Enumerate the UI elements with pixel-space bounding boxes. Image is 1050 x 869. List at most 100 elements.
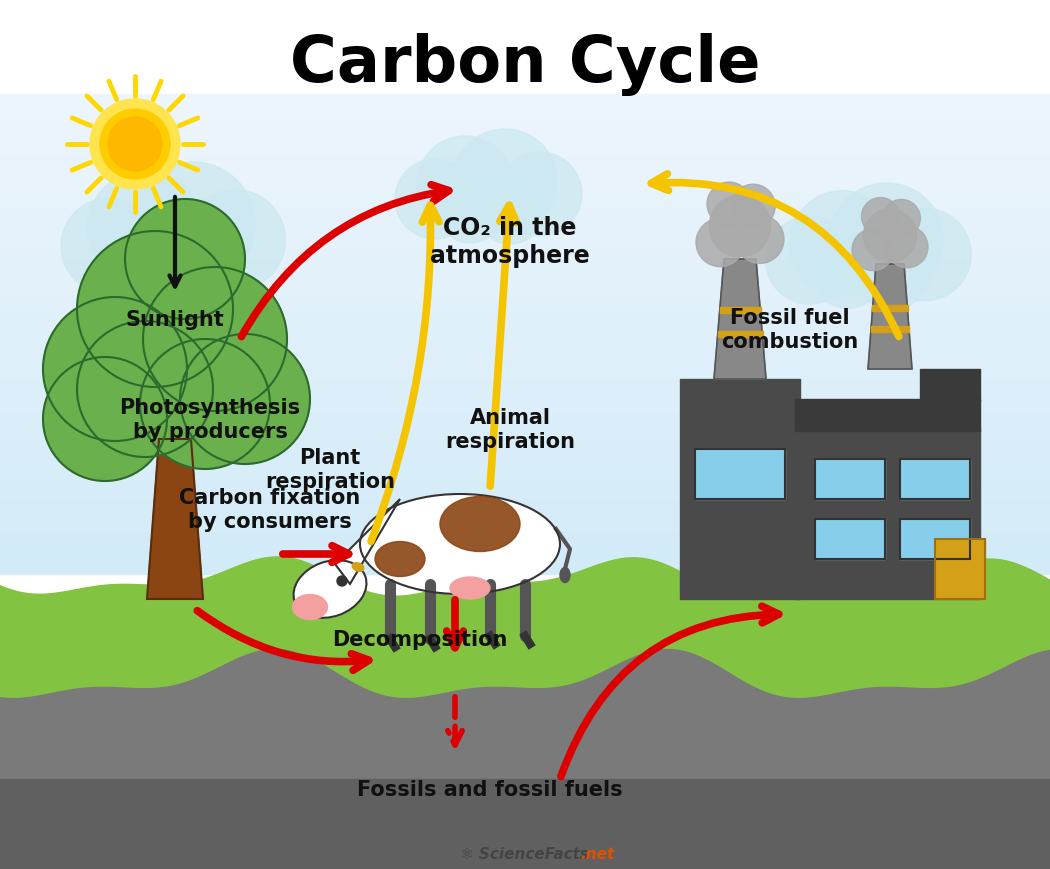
Bar — [0, 486, 1050, 488]
Bar — [0, 498, 1050, 500]
Bar — [0, 268, 1050, 270]
Circle shape — [61, 199, 158, 295]
Bar — [0, 176, 1050, 179]
Bar — [934, 540, 985, 600]
Bar — [0, 241, 1050, 243]
Bar — [0, 385, 1050, 388]
Circle shape — [130, 163, 255, 288]
Bar — [0, 131, 1050, 133]
Bar — [0, 287, 1050, 289]
Bar — [0, 548, 1050, 550]
Bar — [0, 104, 1050, 107]
Ellipse shape — [360, 494, 560, 594]
Bar — [0, 541, 1050, 543]
Text: .net: .net — [580, 846, 614, 861]
Bar — [0, 272, 1050, 275]
Circle shape — [112, 222, 189, 300]
Bar — [920, 369, 980, 401]
Bar — [0, 572, 1050, 574]
Bar — [0, 217, 1050, 220]
Bar — [0, 164, 1050, 167]
Text: Photosynthesis
by producers: Photosynthesis by producers — [120, 398, 300, 441]
Bar — [0, 328, 1050, 330]
Bar — [717, 332, 762, 338]
Circle shape — [830, 183, 944, 298]
Bar — [0, 114, 1050, 116]
Text: CO₂ in the
atmosphere: CO₂ in the atmosphere — [430, 216, 590, 268]
Text: Fossil fuel
combustion: Fossil fuel combustion — [721, 308, 859, 351]
Bar — [0, 430, 1050, 433]
Bar — [0, 536, 1050, 539]
Bar — [0, 126, 1050, 129]
Bar — [0, 428, 1050, 430]
Bar — [0, 261, 1050, 262]
Bar — [0, 560, 1050, 562]
Bar — [0, 419, 1050, 421]
Bar — [0, 136, 1050, 138]
Bar — [0, 107, 1050, 109]
Bar — [0, 373, 1050, 375]
Bar — [0, 318, 1050, 321]
Bar — [0, 488, 1050, 490]
Bar — [0, 411, 1050, 414]
Bar — [0, 258, 1050, 261]
Bar — [0, 779, 1050, 869]
Circle shape — [77, 232, 233, 388]
Bar — [0, 97, 1050, 100]
Bar — [0, 280, 1050, 282]
Bar — [0, 539, 1050, 541]
Bar — [0, 401, 1050, 404]
Bar — [0, 321, 1050, 322]
Bar — [0, 435, 1050, 438]
Bar — [900, 460, 970, 500]
Circle shape — [108, 118, 162, 172]
Bar — [0, 543, 1050, 546]
Bar — [0, 514, 1050, 517]
Bar — [0, 457, 1050, 460]
Bar — [695, 449, 785, 500]
Bar — [0, 375, 1050, 378]
Circle shape — [143, 268, 287, 412]
Bar — [0, 567, 1050, 569]
Bar — [0, 495, 1050, 498]
Bar — [0, 562, 1050, 565]
Bar — [0, 347, 1050, 349]
Ellipse shape — [560, 567, 570, 583]
Bar — [0, 464, 1050, 467]
Bar — [0, 310, 1050, 313]
Circle shape — [100, 109, 170, 180]
Bar — [870, 327, 909, 333]
Circle shape — [453, 129, 556, 234]
Bar — [0, 0, 1050, 95]
Bar — [0, 129, 1050, 131]
Circle shape — [852, 229, 894, 271]
Circle shape — [180, 335, 310, 464]
Bar — [0, 461, 1050, 464]
Polygon shape — [714, 260, 766, 380]
Bar — [934, 540, 985, 600]
Bar — [0, 382, 1050, 385]
Bar — [0, 145, 1050, 148]
Bar — [0, 275, 1050, 277]
Bar — [0, 143, 1050, 145]
Circle shape — [879, 209, 971, 302]
Circle shape — [90, 100, 180, 189]
Bar — [0, 174, 1050, 176]
Circle shape — [882, 200, 921, 238]
Bar — [0, 243, 1050, 246]
Polygon shape — [147, 440, 203, 600]
Bar — [0, 109, 1050, 112]
Bar — [873, 306, 907, 312]
Circle shape — [140, 340, 270, 469]
Bar — [0, 531, 1050, 534]
Bar — [0, 306, 1050, 308]
Bar — [0, 150, 1050, 152]
Text: ⚛ ScienceFacts: ⚛ ScienceFacts — [461, 846, 589, 861]
Bar — [0, 167, 1050, 169]
Bar — [0, 227, 1050, 229]
Bar — [0, 337, 1050, 340]
Bar — [0, 474, 1050, 476]
Bar — [815, 460, 885, 500]
Circle shape — [185, 190, 286, 291]
Bar — [0, 183, 1050, 186]
